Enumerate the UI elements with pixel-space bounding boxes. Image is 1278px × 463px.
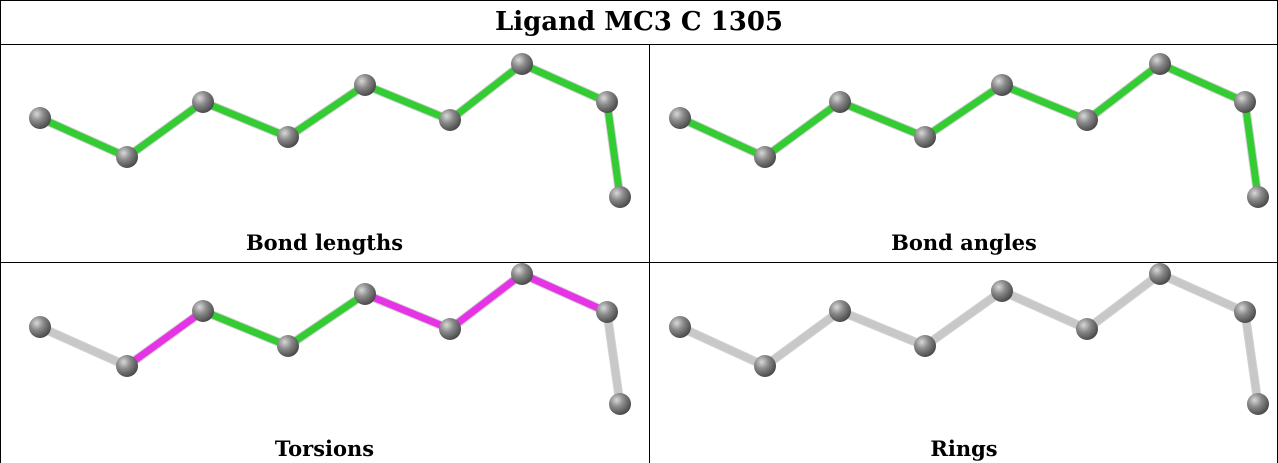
atom: [596, 91, 618, 113]
atom: [511, 263, 533, 285]
atom: [29, 107, 51, 129]
atom: [991, 280, 1013, 302]
caption-rings: Rings: [930, 436, 998, 461]
atom: [511, 53, 533, 75]
atom: [29, 316, 51, 338]
bond: [36, 114, 131, 161]
atom: [1234, 301, 1256, 323]
atom: [277, 335, 299, 357]
atom: [609, 186, 631, 208]
bond: [603, 308, 624, 408]
bond: [998, 287, 1091, 333]
caption-bond-lengths: Bond lengths: [245, 230, 404, 255]
bond: [836, 98, 929, 141]
atom: [609, 393, 631, 415]
atom: [192, 91, 214, 113]
bond: [199, 307, 292, 350]
atom: [914, 335, 936, 357]
atom: [1149, 263, 1171, 285]
bond: [676, 323, 769, 370]
atom: [829, 300, 851, 322]
caption-torsions: Torsions: [274, 436, 375, 461]
bond: [123, 307, 207, 370]
page-title: Ligand MC3 C 1305: [494, 7, 784, 37]
bond: [1156, 60, 1249, 106]
border-top: [0, 0, 1278, 1]
atom: [914, 126, 936, 148]
atom: [1076, 109, 1098, 131]
bond: [836, 307, 929, 350]
bond: [446, 60, 526, 124]
molecule-panel-3: [669, 263, 1269, 415]
atom: [192, 300, 214, 322]
bond: [361, 81, 454, 124]
atom: [829, 91, 851, 113]
bond: [921, 81, 1006, 141]
atom: [354, 283, 376, 305]
atom: [1076, 318, 1098, 340]
title-separator: [0, 44, 1278, 45]
bond: [1083, 270, 1164, 333]
atom: [669, 107, 691, 129]
atom: [439, 318, 461, 340]
bond: [761, 307, 844, 370]
bond: [761, 98, 844, 161]
atom: [1234, 91, 1256, 113]
molecule-panel-2: [29, 263, 631, 415]
bond: [998, 81, 1091, 124]
molecule-panel-0: [29, 53, 631, 208]
atom: [277, 126, 299, 148]
bond: [518, 270, 611, 316]
bond: [1241, 98, 1262, 201]
atom: [439, 109, 461, 131]
atom: [991, 74, 1013, 96]
bond: [676, 114, 769, 161]
atom: [116, 355, 138, 377]
row-separator: [0, 262, 1278, 263]
atom: [669, 316, 691, 338]
bond: [199, 98, 292, 141]
atom: [1149, 53, 1171, 75]
bond: [36, 323, 131, 370]
bond: [518, 60, 611, 106]
atom: [1247, 186, 1269, 208]
caption-bond-angles: Bond angles: [891, 230, 1037, 255]
bond: [361, 290, 454, 333]
bond: [123, 98, 207, 161]
atom: [1247, 393, 1269, 415]
atom: [596, 301, 618, 323]
bond: [446, 270, 526, 333]
bond: [921, 287, 1006, 350]
molecule-panel-1: [669, 53, 1269, 208]
bond: [1083, 60, 1164, 124]
bond: [284, 290, 369, 350]
atom: [754, 355, 776, 377]
atom: [754, 146, 776, 168]
bond: [1156, 270, 1249, 316]
bond: [603, 98, 624, 201]
column-separator: [649, 44, 650, 463]
border-left: [0, 0, 1, 463]
bond: [284, 81, 369, 141]
atom: [354, 74, 376, 96]
bond: [1241, 308, 1262, 408]
atom: [116, 146, 138, 168]
